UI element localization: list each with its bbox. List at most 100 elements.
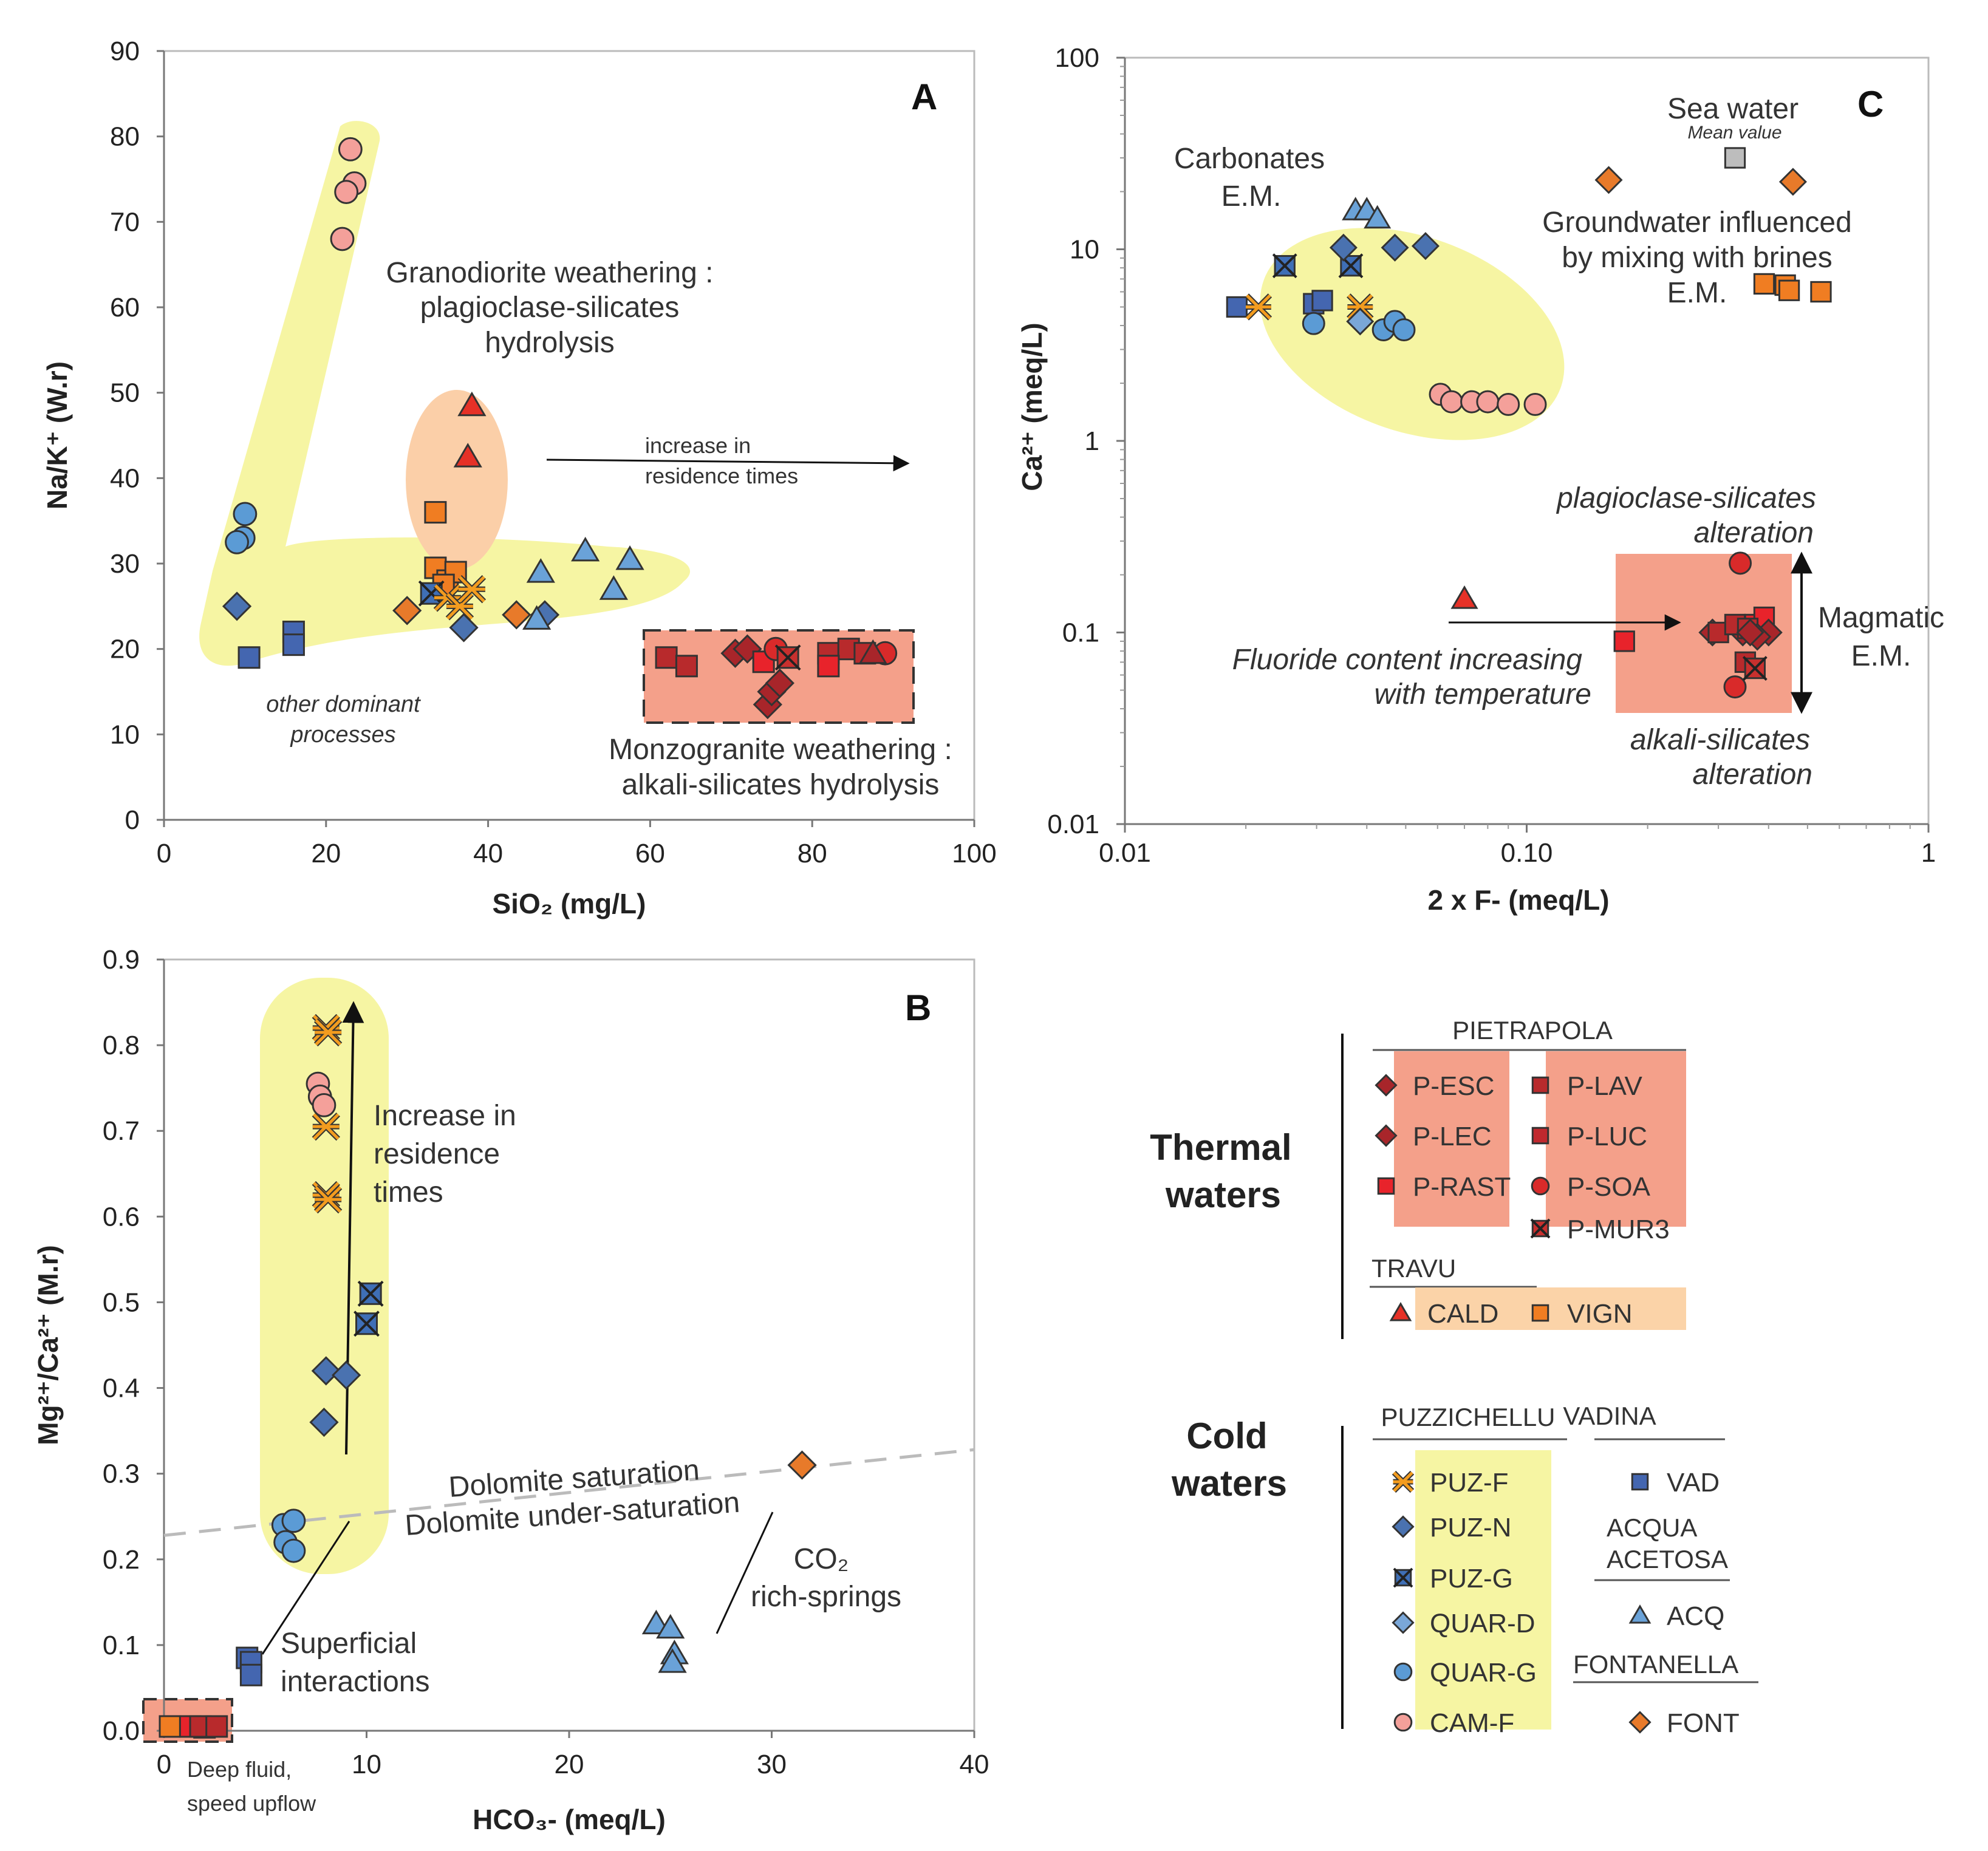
panel-a: 0 20 40 60 80 100 0 10 20 30 40 50 60 70 80 90 SiO₂ (mg…: [41, 36, 997, 919]
legend-marker-puz-f: [1392, 1470, 1415, 1493]
panel-a-point-acq: [526, 558, 555, 583]
panel-a-residence-line1: increase in: [645, 433, 751, 458]
panel-a-point-cald: [457, 391, 487, 417]
panel-a-residence-line2: residence times: [645, 463, 798, 488]
panel-c-point-cam-f: [1497, 392, 1520, 416]
panel-a-point-quar-g: [225, 530, 249, 554]
legend-label-p-lec: P-LEC: [1413, 1122, 1492, 1151]
panel-a-granodiorite-line3: hydrolysis: [485, 327, 614, 359]
panel-c-carbonates-line2: E.M.: [1221, 180, 1282, 213]
panel-c-plag-line2: alteration: [1694, 517, 1814, 549]
panel-b-point-puz-n: [309, 1407, 339, 1437]
panel-a-point-cam-f: [338, 137, 363, 162]
panel-a-ytick-label: 10: [110, 720, 140, 749]
panel-b-co2-line2: rich-springs: [751, 1581, 901, 1613]
panel-a-point-puz-n: [222, 591, 252, 621]
legend-label-p-esc: P-ESC: [1413, 1071, 1494, 1101]
legend-marker-cam-f: [1393, 1713, 1413, 1732]
legend-marker-puz-n: [1392, 1515, 1415, 1538]
legend-marker-vad: [1631, 1473, 1649, 1491]
panel-b-point-acq: [656, 1614, 685, 1639]
panel-a-cald-region: [406, 390, 508, 570]
panel-c-xlabel: 2 x F- (meq/L): [1427, 884, 1609, 916]
panel-b-ytick-label: 0.6: [103, 1202, 140, 1232]
panel-a-label: A: [911, 77, 937, 117]
panel-b-ylabel: Mg²⁺/Ca²⁺ (M.r): [32, 1245, 64, 1445]
panel-a-point-p-lav: [655, 646, 678, 669]
panel-a-point-puz-f: [445, 592, 474, 621]
panel-c-point-p-soa: [1729, 551, 1752, 575]
panel-b-ytick-label: 0.3: [103, 1459, 140, 1489]
panel-b-ytick-label: 0.7: [103, 1116, 140, 1146]
panel-c-point-p-mur3: [1742, 656, 1768, 681]
panel-a-points: [222, 137, 898, 720]
panel-c-point-vign: [1753, 273, 1775, 295]
panel-c-point-vign: [1810, 281, 1832, 303]
legend-marker-puz-g: [1393, 1567, 1413, 1588]
panel-a-other-line1: other dominant: [266, 692, 421, 717]
legend-marker-quar-d: [1392, 1611, 1415, 1634]
panel-c-point-quar-g: [1302, 312, 1325, 335]
panel-c-xtick-label: 1: [1921, 838, 1936, 868]
legend: Thermal waters PIETRAPOLA TRAVU Cold wat…: [1150, 1016, 1758, 1738]
legend-label-quar-g: QUAR-G: [1430, 1658, 1537, 1688]
legend-label-vad: VAD: [1667, 1468, 1720, 1498]
panel-a-xtick-label: 20: [311, 839, 341, 868]
legend-marker-cald: [1389, 1302, 1412, 1321]
panel-a-point-acq: [571, 536, 600, 562]
panel-c-point-p-lec: [1736, 618, 1764, 647]
legend-label-cam-f: CAM-F: [1430, 1708, 1514, 1738]
legend-label-acq: ACQ: [1667, 1601, 1724, 1631]
legend-thermal-title-2: waters: [1165, 1174, 1281, 1215]
panel-c-brines-line3: E.M.: [1667, 277, 1727, 309]
panel-a-point-font: [502, 600, 531, 630]
panel-b-point-puz-g: [357, 1280, 384, 1307]
legend-puzzichellu: PUZZICHELLU: [1381, 1403, 1555, 1431]
panel-b-ytick-label: 0.9: [103, 945, 140, 975]
panel-a-granodiorite-line2: plagioclase-silicates: [420, 291, 680, 324]
legend-fontanella: FONTANELLA: [1573, 1650, 1738, 1679]
panel-b-point-cam-f: [312, 1093, 336, 1117]
legend-label-p-rast: P-RAST: [1413, 1172, 1511, 1202]
legend-label-font: FONT: [1667, 1708, 1740, 1738]
legend-marker-p-soa: [1531, 1176, 1550, 1196]
panel-b-xtick-label: 40: [960, 1750, 989, 1779]
panel-a-granodiorite-line1: Granodiorite weathering :: [386, 257, 714, 289]
panel-a-point-acq: [522, 605, 552, 630]
panel-c-point-puz-n: [1329, 233, 1358, 262]
panel-a-ytick-label: 60: [110, 293, 140, 322]
panel-b-superficial-line2: interactions: [281, 1666, 429, 1698]
panel-c-point-cam-f: [1440, 390, 1463, 414]
panel-c-point-puz-f: [1347, 293, 1374, 321]
panel-c-xtick-label: 0.10: [1501, 838, 1553, 868]
panel-b-point-puz-g: [354, 1311, 380, 1337]
panel-a-point-acq: [599, 575, 628, 600]
panel-a-xtick-label: 100: [952, 839, 996, 868]
panel-b-point-font: [787, 1450, 817, 1480]
legend-pietrapola: PIETRAPOLA: [1452, 1016, 1613, 1045]
panel-a-ytick-label: 30: [110, 549, 140, 579]
panel-b-ytick-label: 0.5: [103, 1287, 140, 1317]
panel-a-point-font: [392, 596, 422, 626]
legend-label-vign: VIGN: [1567, 1299, 1633, 1329]
panel-c-ytick-label: 100: [1055, 43, 1099, 73]
panel-a-ytick-label: 20: [110, 635, 140, 664]
panel-c-point-cam-f: [1523, 392, 1547, 416]
legend-puzzichellu-bg: [1415, 1450, 1551, 1730]
panel-c-sea-mean: Mean value: [1687, 123, 1781, 143]
panel-c-point-cam-f: [1476, 390, 1500, 414]
panel-b-point-puz-n: [311, 1356, 341, 1386]
panel-b-point-vign: [159, 1715, 182, 1738]
panel-c-xtick-label: 0.01: [1099, 838, 1151, 868]
panel-c-brines-line2: by mixing with brines: [1562, 242, 1833, 274]
panel-b-xtick-label: 10: [352, 1750, 381, 1779]
legend-marker-vign: [1531, 1304, 1549, 1322]
legend-vadina: VADINA: [1563, 1402, 1656, 1430]
panel-b-point-puz-f: [312, 1112, 340, 1141]
panel-a-ytick-label: 0: [125, 805, 140, 835]
panel-c-carbonates-line1: Carbonates: [1174, 143, 1325, 175]
panel-c-fluoride-line1: Fluoride content increasing: [1232, 644, 1583, 676]
panel-c-points: [1226, 147, 1832, 699]
panel-c-point-puz-f: [1245, 293, 1272, 321]
panel-b-point-puz-n: [332, 1360, 361, 1390]
